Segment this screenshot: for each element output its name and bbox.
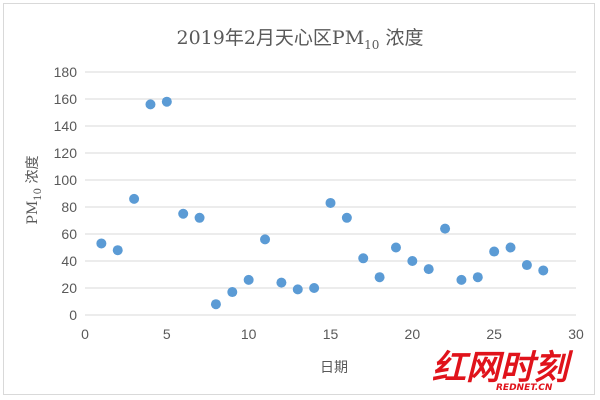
x-tick-label-25: 25 xyxy=(486,326,502,342)
y-tick-label-100: 100 xyxy=(54,172,78,188)
data-point-day-15 xyxy=(325,197,336,208)
y-tick-label-120: 120 xyxy=(54,145,78,161)
data-point-day-9 xyxy=(227,287,238,298)
data-point-day-20 xyxy=(407,256,418,266)
x-tick-label-30: 30 xyxy=(568,326,584,342)
y-tick-label-0: 0 xyxy=(69,307,77,323)
data-point-day-10 xyxy=(243,274,254,285)
data-points xyxy=(96,96,549,310)
gridlines xyxy=(85,71,576,316)
data-point-day-6 xyxy=(178,208,189,219)
data-point-day-27 xyxy=(521,260,532,271)
data-point-day-24 xyxy=(472,272,483,283)
data-point-day-23 xyxy=(456,274,467,285)
y-tick-label-60: 60 xyxy=(61,226,77,242)
data-point-day-21 xyxy=(423,264,434,275)
data-point-day-25 xyxy=(489,246,500,257)
x-tick-label-15: 15 xyxy=(323,326,339,342)
y-tick-label-80: 80 xyxy=(61,199,77,215)
data-point-day-8 xyxy=(210,299,221,310)
rednet-logo: 红网时刻 REDNET.CN xyxy=(432,348,574,393)
data-point-day-14 xyxy=(309,283,320,293)
y-axis-title: PM10 浓度 xyxy=(25,156,44,225)
data-point-day-26 xyxy=(505,242,516,253)
chart-title: 2019年2月天心区PM10 浓度 xyxy=(176,27,423,52)
y-tick-label-40: 40 xyxy=(61,253,77,269)
data-point-day-7 xyxy=(194,212,205,223)
data-point-day-18 xyxy=(374,272,385,283)
data-point-day-3 xyxy=(129,193,140,204)
y-tick-label-160: 160 xyxy=(54,91,78,107)
axis-ticks: 0 20 40 60 80 100 120 140 160 180 0 5 10 15 20 25 30 xyxy=(54,64,584,342)
y-tick-label-180: 180 xyxy=(54,64,78,80)
logo-subtext: REDNET.CN xyxy=(496,383,553,393)
x-axis-title: 日期 xyxy=(320,360,348,376)
data-point-day-19 xyxy=(390,242,401,253)
data-point-day-13 xyxy=(292,284,303,295)
data-point-day-16 xyxy=(341,212,352,223)
data-point-day-22 xyxy=(440,223,451,234)
x-tick-label-10: 10 xyxy=(241,326,257,342)
data-point-day-11 xyxy=(260,234,271,245)
data-point-day-28 xyxy=(538,265,549,276)
data-point-day-12 xyxy=(276,277,287,288)
data-point-day-17 xyxy=(358,253,369,264)
y-tick-label-20: 20 xyxy=(61,280,77,296)
x-tick-label-20: 20 xyxy=(405,326,421,342)
y-tick-label-140: 140 xyxy=(54,118,78,134)
logo-text: 红网时刻 xyxy=(432,348,574,388)
data-point-day-1 xyxy=(96,238,107,249)
data-point-day-2 xyxy=(112,245,123,256)
pm10-scatter-chart: 0 20 40 60 80 100 120 140 160 180 0 5 10 15 20 25 30 201… xyxy=(25,27,584,393)
chart-frame: 0 20 40 60 80 100 120 140 160 180 0 5 10 15 20 25 30 201… xyxy=(3,3,595,395)
data-point-day-4 xyxy=(145,99,156,110)
data-point-day-5 xyxy=(161,96,172,107)
x-tick-label-0: 0 xyxy=(81,326,89,342)
x-tick-label-5: 5 xyxy=(163,326,171,342)
